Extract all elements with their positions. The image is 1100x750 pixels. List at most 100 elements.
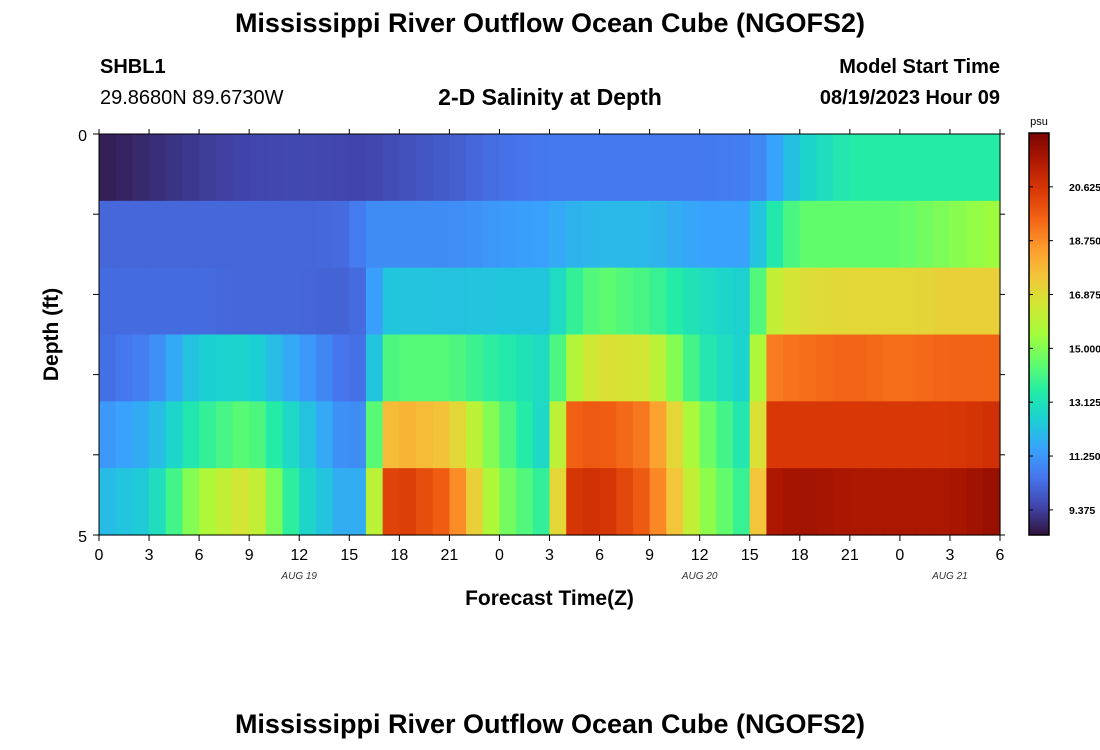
- heatmap-cell: [499, 200, 517, 269]
- x-tick-label: 3: [145, 547, 154, 564]
- heatmap-cell: [115, 134, 133, 202]
- heatmap-cell: [349, 401, 367, 469]
- heatmap-cell: [799, 200, 818, 269]
- heatmap-cell: [833, 401, 851, 469]
- heatmap-cell: [399, 401, 417, 469]
- heatmap-cell: [299, 401, 317, 469]
- heatmap-cell: [666, 334, 684, 402]
- heatmap-cell: [716, 200, 734, 269]
- heatmap-cell: [132, 200, 150, 269]
- heatmap-cell: [532, 468, 551, 536]
- heatmap-cell: [616, 401, 634, 469]
- heatmap-cell: [649, 401, 667, 469]
- heatmap-cell: [749, 134, 768, 202]
- colorbar-unit: psu: [1030, 116, 1048, 128]
- heatmap-cell: [365, 401, 384, 469]
- heatmap-cell: [182, 468, 200, 536]
- heatmap-cell: [249, 401, 267, 469]
- heatmap-cell: [332, 134, 350, 202]
- heatmap-cell: [99, 134, 117, 202]
- heatmap-cell: [649, 134, 667, 202]
- heatmap-cell: [582, 334, 601, 402]
- heatmap-cell: [699, 401, 717, 469]
- heatmap-cell: [933, 468, 951, 536]
- heatmap-cell: [516, 401, 534, 469]
- colorbar-tick-label: 9.375: [1069, 505, 1095, 517]
- heatmap-cell: [649, 468, 667, 536]
- heatmap-cell: [499, 267, 517, 336]
- heatmap-cell: [432, 334, 450, 402]
- heatmap-cell: [149, 334, 167, 402]
- heatmap-cell: [299, 134, 317, 202]
- heatmap-cell: [199, 134, 217, 202]
- heatmap-cell: [416, 334, 434, 402]
- heatmap-cell: [966, 267, 984, 336]
- heatmap-cell: [949, 401, 968, 469]
- heatmap-cell: [866, 134, 884, 202]
- heatmap-cell: [132, 267, 150, 336]
- heatmap-cell: [699, 334, 717, 402]
- heatmap-cell: [883, 401, 901, 469]
- heatmap-cell: [966, 134, 984, 202]
- date-label: AUG 20: [681, 571, 718, 582]
- heatmap-cell: [632, 468, 651, 536]
- heatmap-cell: [365, 134, 384, 202]
- heatmap-cell: [315, 134, 334, 202]
- heatmap-cell: [799, 401, 818, 469]
- heatmap-cell: [833, 468, 851, 536]
- heatmap-cell: [449, 267, 467, 336]
- heatmap-cell: [849, 334, 868, 402]
- heatmap-cell: [616, 134, 634, 202]
- heatmap-cell: [299, 334, 317, 402]
- heatmap-cell: [232, 134, 250, 202]
- heatmap-cell: [899, 401, 918, 469]
- heatmap-cell: [165, 468, 184, 536]
- heatmap-cell: [916, 401, 934, 469]
- colorbar-scale: [1028, 132, 1050, 536]
- station-id: SHBL1: [100, 56, 166, 78]
- heatmap-cell: [816, 401, 834, 469]
- heatmap-cell: [866, 267, 884, 336]
- heatmap-cell: [949, 134, 968, 202]
- heatmap-cell: [916, 200, 934, 269]
- heatmap-cell: [416, 267, 434, 336]
- heatmap-cell: [866, 334, 884, 402]
- date-label: AUG 21: [931, 571, 968, 582]
- heatmap-cell: [199, 267, 217, 336]
- heatmap-cell: [99, 334, 117, 402]
- x-tick-label: 15: [340, 547, 358, 564]
- heatmap-cell: [349, 334, 367, 402]
- heatmap-cell: [599, 468, 617, 536]
- heatmap-cell: [566, 401, 584, 469]
- heatmap-cell: [365, 267, 384, 336]
- heatmap-cell: [883, 134, 901, 202]
- heatmap-cell: [766, 200, 784, 269]
- heatmap-cell: [966, 468, 984, 536]
- heatmap-cell: [766, 267, 784, 336]
- heatmap-cell: [933, 267, 951, 336]
- heatmap-cell: [282, 334, 300, 402]
- heatmap-cell: [265, 401, 284, 469]
- x-tick-label: 0: [95, 547, 104, 564]
- heatmap-cell: [632, 334, 651, 402]
- heatmap-cell: [432, 401, 450, 469]
- heatmap-cell: [749, 468, 768, 536]
- heatmap-cell: [132, 401, 150, 469]
- heatmap-cell: [466, 200, 484, 269]
- heatmap-cell: [983, 401, 1001, 469]
- heatmap-cell: [949, 468, 968, 536]
- heatmap-cell: [182, 134, 200, 202]
- heatmap-cell: [149, 134, 167, 202]
- heatmap-cell: [883, 468, 901, 536]
- heatmap-cell: [265, 267, 284, 336]
- heatmap-cell: [482, 200, 501, 269]
- heatmap-cell: [215, 134, 234, 202]
- heatmap-cell: [416, 401, 434, 469]
- heatmap-cell: [215, 468, 234, 536]
- heatmap-cell: [449, 468, 467, 536]
- y-tick-label: 0: [78, 128, 87, 145]
- heatmap-cell: [132, 468, 150, 536]
- heatmap-cell: [716, 468, 734, 536]
- heatmap-cell: [115, 468, 133, 536]
- heatmap-cell: [165, 334, 184, 402]
